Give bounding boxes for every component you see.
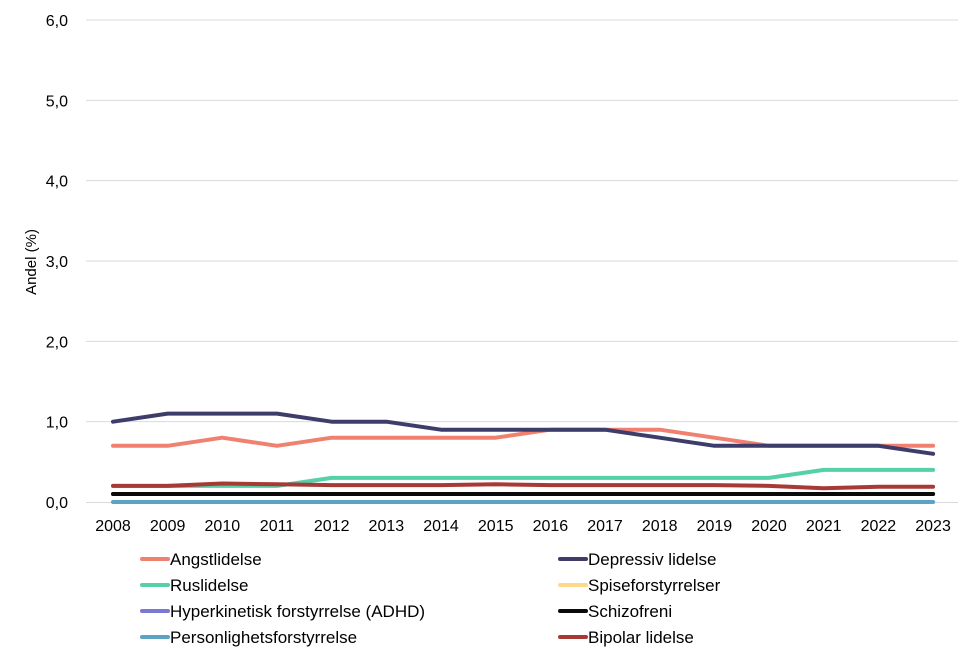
legend-item: Personlighetsforstyrrelse	[140, 628, 357, 647]
legend-item: Ruslidelse	[140, 576, 248, 595]
x-tick-label: 2023	[915, 518, 951, 535]
x-tick-label: 2022	[861, 518, 897, 535]
legend-label: Angstlidelse	[170, 550, 262, 569]
series-line-depressiv-lidelse	[111, 411, 936, 456]
x-tick-label: 2016	[533, 518, 569, 535]
x-tick-label: 2020	[751, 518, 787, 535]
x-tick-label: 2010	[205, 518, 241, 535]
x-tick-label: 2021	[806, 518, 842, 535]
gridlines	[86, 19, 958, 423]
legend-label: Personlighetsforstyrrelse	[170, 628, 357, 647]
legend-item: Spiseforstyrrelser	[558, 576, 721, 595]
y-tick-label: 6,0	[46, 13, 68, 30]
x-axis-tick-labels: 2008 2009 2010 2011 2012 2013 2014 2015 2016 2017…	[95, 518, 951, 535]
legend-item: Angstlidelse	[140, 550, 262, 569]
x-tick-label: 2013	[369, 518, 405, 535]
x-tick-label: 2017	[587, 518, 623, 535]
y-tick-label: 3,0	[46, 254, 68, 271]
x-tick-label: 2015	[478, 518, 514, 535]
y-tick-label: 1,0	[46, 415, 68, 432]
legend-label: Depressiv lidelse	[588, 550, 717, 569]
legend: Angstlidelse Depressiv lidelse Ruslidelse S…	[140, 550, 721, 647]
y-axis-tick-labels: 0,0 1,0 2,0 3,0 4,0 5,0 6,0	[46, 13, 68, 512]
x-tick-label: 2019	[697, 518, 733, 535]
legend-label: Spiseforstyrrelser	[588, 576, 721, 595]
y-tick-label: 0,0	[46, 495, 68, 512]
legend-label: Schizofreni	[588, 602, 672, 621]
series-lines	[111, 411, 936, 504]
x-tick-label: 2018	[642, 518, 678, 535]
x-tick-label: 2014	[423, 518, 459, 535]
legend-item: Depressiv lidelse	[558, 550, 717, 569]
legend-label: Ruslidelse	[170, 576, 248, 595]
legend-item: Hyperkinetisk forstyrrelse (ADHD)	[140, 602, 425, 621]
series-line-bipolar-lidelse	[111, 481, 936, 491]
x-tick-label: 2011	[260, 518, 295, 535]
legend-item: Bipolar lidelse	[558, 628, 694, 647]
x-tick-label: 2009	[150, 518, 186, 535]
y-tick-label: 4,0	[46, 174, 68, 191]
y-tick-label: 5,0	[46, 93, 68, 110]
legend-item: Schizofreni	[558, 602, 672, 621]
series-line-angstlidelse	[111, 427, 936, 448]
y-axis-title: Andel (%)	[23, 229, 40, 295]
legend-label: Hyperkinetisk forstyrrelse (ADHD)	[170, 602, 425, 621]
x-tick-label: 2008	[95, 518, 131, 535]
x-tick-label: 2012	[314, 518, 350, 535]
legend-label: Bipolar lidelse	[588, 628, 694, 647]
y-tick-label: 2,0	[46, 334, 68, 351]
